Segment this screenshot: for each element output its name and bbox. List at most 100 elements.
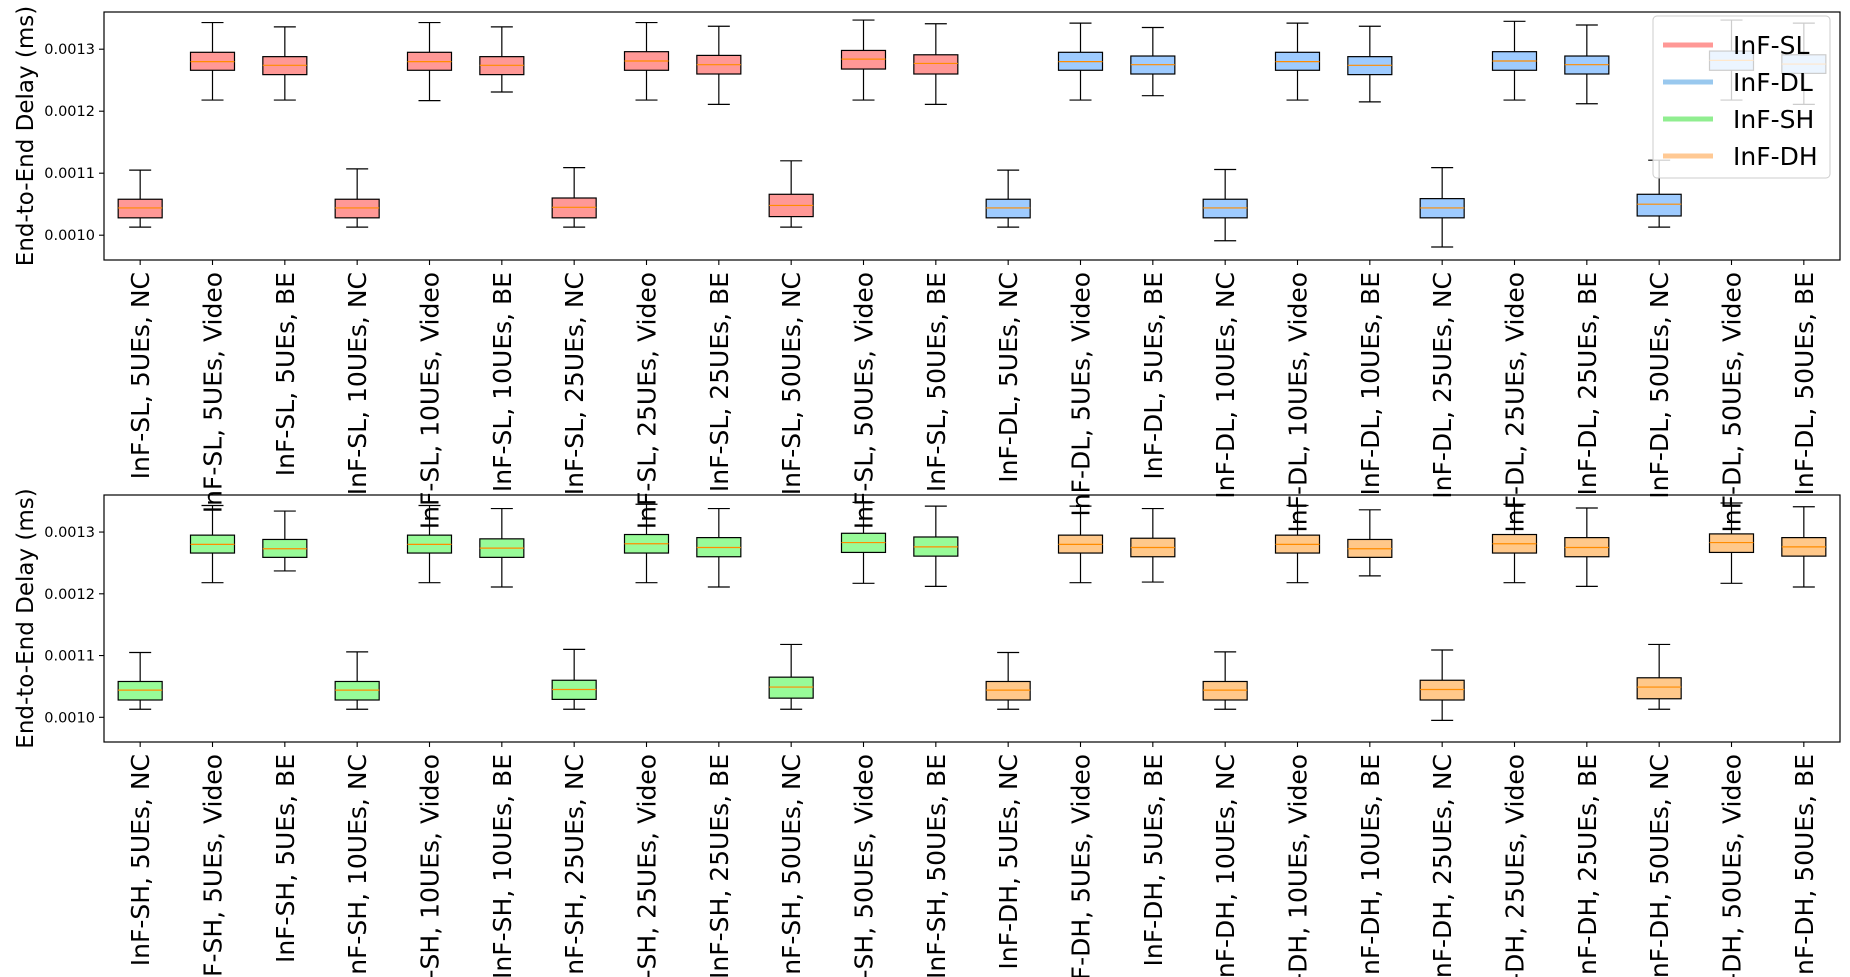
box-21 xyxy=(1636,159,1682,228)
box-14 xyxy=(1130,26,1176,97)
box-13 xyxy=(1057,22,1104,101)
box-7 xyxy=(623,21,670,101)
x-tick-label: InF-DL, 50UEs, BE xyxy=(1790,272,1819,495)
x-tick-label: InF-SL, 50UEs, Video xyxy=(850,272,879,529)
box-19 xyxy=(1491,503,1538,584)
x-tick-label: InF-SL, 50UEs, NC xyxy=(777,272,806,495)
box-17 xyxy=(1347,509,1393,577)
legend-entry-3: InF-DH xyxy=(1663,142,1818,171)
x-tick-label: InF-SH, 50UEs, BE xyxy=(922,754,951,977)
y-tick-label: 0.0013 xyxy=(44,525,95,541)
box-14 xyxy=(1130,507,1176,583)
box-5 xyxy=(479,507,525,588)
y-tick-label: 0.0012 xyxy=(44,587,95,603)
box-iqr xyxy=(117,680,163,701)
x-tick-label: InF-DL, 50UEs, Video xyxy=(1718,272,1747,533)
box-9 xyxy=(768,643,814,710)
box-12 xyxy=(985,651,1031,710)
y-tick-label: 0.0011 xyxy=(44,649,95,665)
box-16 xyxy=(1274,22,1321,101)
legend-entry-2: InF-SH xyxy=(1663,105,1814,134)
x-tick-label: InF-SL, 10UEs, NC xyxy=(343,272,372,495)
y-axis-label: End-to-End Delay (ms) xyxy=(13,6,39,266)
axes-frame xyxy=(103,11,1841,261)
legend: InF-SL InF-DL InF-SH InF-DH xyxy=(1652,15,1831,179)
x-tick-label: InF-SL, 10UEs, Video xyxy=(416,272,445,529)
subplot-bottom: 0.0010 0.0011 0.0012 0.0013 InF-SH, 5UEs, NC… xyxy=(13,488,1841,977)
x-tick-label: InF-SH, 5UEs, NC xyxy=(126,754,155,966)
x-tick-label: InF-DH, 5UEs, Video xyxy=(1067,754,1096,977)
x-tick-label: InF-DH, 10UEs, NC xyxy=(1211,754,1240,977)
box-20 xyxy=(1564,24,1610,105)
x-tick-label: InF-DH, 5UEs, BE xyxy=(1139,754,1168,966)
box-1 xyxy=(189,21,236,101)
x-tick-label: InF-SH, 5UEs, BE xyxy=(271,754,300,963)
box-1 xyxy=(189,504,236,584)
box-iqr xyxy=(117,198,163,219)
box-iqr xyxy=(1636,193,1682,217)
x-tick-label: InF-SL, 5UEs, NC xyxy=(126,272,155,479)
box-iqr xyxy=(1636,677,1682,700)
legend-label: InF-DL xyxy=(1733,68,1813,97)
box-10 xyxy=(840,19,887,101)
x-tick-label: InF-SH, 10UEs, Video xyxy=(416,754,445,977)
x-tick-label: InF-DH, 50UEs, Video xyxy=(1718,754,1747,977)
box-iqr xyxy=(334,680,380,701)
x-tick-label: InF-SH, 10UEs, BE xyxy=(488,754,517,977)
box-3 xyxy=(334,168,380,228)
box-4 xyxy=(406,21,453,102)
y-tick-label: 0.0013 xyxy=(44,42,95,58)
x-tick-label: InF-SL, 5UEs, BE xyxy=(271,272,300,476)
box-4 xyxy=(406,504,453,584)
x-tick-label: InF-SL, 25UEs, NC xyxy=(560,272,589,495)
box-9 xyxy=(768,160,814,228)
x-tick-label: InF-DL, 5UEs, Video xyxy=(1067,272,1096,517)
box-23 xyxy=(1781,506,1827,588)
box-iqr xyxy=(1419,679,1465,701)
box-18 xyxy=(1419,167,1465,248)
box-8 xyxy=(696,25,742,105)
box-3 xyxy=(334,651,380,710)
x-tick-label: InF-SL, 50UEs, BE xyxy=(922,272,951,492)
box-22 xyxy=(1708,502,1755,584)
x-tick-label: InF-DH, 10UEs, BE xyxy=(1356,754,1385,977)
box-6 xyxy=(551,648,597,710)
legend-label: InF-SH xyxy=(1733,105,1814,134)
x-tick-label: InF-DL, 10UEs, Video xyxy=(1284,272,1313,533)
y-tick-label: 0.0012 xyxy=(44,104,95,120)
legend-label: InF-DH xyxy=(1733,142,1818,171)
x-tick-label: InF-DL, 50UEs, NC xyxy=(1645,272,1674,499)
x-tick-label: InF-DL, 25UEs, NC xyxy=(1428,272,1457,499)
box-iqr xyxy=(913,54,959,75)
y-tick-label: 0.0011 xyxy=(44,166,95,182)
box-iqr xyxy=(334,198,380,219)
x-tick-label: InF-SH, 5UEs, Video xyxy=(199,754,228,977)
box-15 xyxy=(1202,168,1248,242)
box-13 xyxy=(1057,505,1104,584)
box-10 xyxy=(840,501,887,584)
box-iqr xyxy=(551,197,597,219)
x-tick-label: InF-DH, 25UEs, BE xyxy=(1573,754,1602,977)
legend-frame xyxy=(1652,15,1831,179)
y-tick-label: 0.0010 xyxy=(44,710,95,726)
box-20 xyxy=(1564,507,1610,587)
legend-entry-0: InF-SL xyxy=(1663,31,1809,60)
box-iqr xyxy=(1202,680,1248,701)
box-iqr xyxy=(985,198,1031,219)
box-2 xyxy=(262,26,308,101)
box-7 xyxy=(623,503,670,584)
x-tick-label: InF-DH, 50UEs, NC xyxy=(1645,754,1674,977)
x-tick-label: InF-DL, 25UEs, BE xyxy=(1573,272,1602,495)
x-tick-label: InF-SH, 25UEs, NC xyxy=(560,754,589,977)
y-axis-label: End-to-End Delay (ms) xyxy=(13,488,39,748)
box-5 xyxy=(479,26,525,93)
legend-label: InF-SL xyxy=(1733,31,1809,60)
box-16 xyxy=(1274,504,1321,584)
legend-entry-1: InF-DL xyxy=(1663,68,1813,97)
box-15 xyxy=(1202,651,1248,710)
x-tick-label: InF-DH, 25UEs, NC xyxy=(1428,754,1457,977)
x-tick-label: InF-SL, 25UEs, Video xyxy=(633,272,662,529)
x-tick-label: InF-DL, 5UEs, NC xyxy=(994,272,1023,483)
